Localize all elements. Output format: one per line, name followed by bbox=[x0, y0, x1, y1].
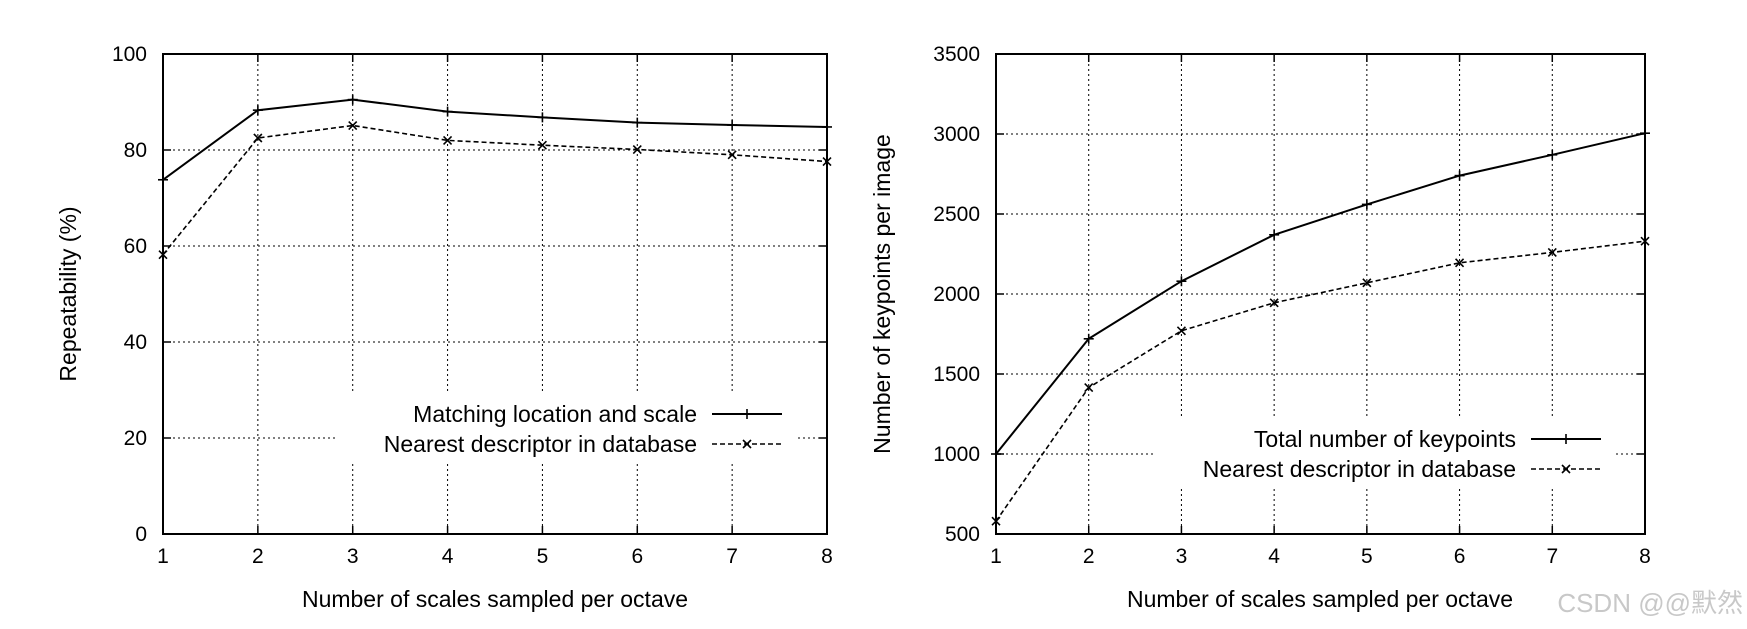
x-tick-label: 6 bbox=[1454, 545, 1466, 568]
legend-label: Total number of keypoints bbox=[1254, 426, 1516, 452]
legend-box bbox=[1156, 417, 1616, 487]
y-axis-label: Number of keypoints per image bbox=[869, 134, 895, 454]
marker-cross bbox=[1269, 298, 1279, 308]
plot-frame bbox=[995, 53, 1646, 535]
plot-frame bbox=[162, 53, 828, 535]
legend-label: Nearest descriptor in database bbox=[384, 431, 697, 457]
x-tick-label: 6 bbox=[631, 545, 643, 568]
x-tick-label: 7 bbox=[726, 545, 738, 568]
y-tick-label: 100 bbox=[112, 43, 147, 66]
y-tick-label: 1500 bbox=[933, 363, 980, 386]
series-line-0 bbox=[162, 98, 828, 181]
x-tick-label: 1 bbox=[990, 545, 1002, 568]
y-tick-label: 40 bbox=[124, 331, 147, 354]
x-tick-label: 8 bbox=[821, 545, 833, 568]
marker-cross bbox=[443, 135, 453, 145]
y-tick-label: 2500 bbox=[933, 203, 980, 226]
x-axis-label: Number of scales sampled per octave bbox=[302, 586, 688, 612]
marker-cross bbox=[348, 120, 358, 131]
marker-cross bbox=[253, 133, 263, 143]
marker-cross bbox=[1561, 464, 1571, 474]
legend-label: Nearest descriptor in database bbox=[1203, 456, 1516, 482]
y-tick-label: 3500 bbox=[933, 43, 980, 66]
series-line-1 bbox=[162, 124, 828, 256]
y-tick-label: 1000 bbox=[933, 443, 980, 466]
y-tick-label: 0 bbox=[135, 523, 147, 546]
watermark: CSDN @@默然 bbox=[1557, 588, 1743, 618]
y-tick-label: 500 bbox=[945, 523, 980, 546]
y-tick-label: 3000 bbox=[933, 123, 980, 146]
marker-cross bbox=[1547, 247, 1557, 257]
series-line-0 bbox=[995, 132, 1646, 455]
legend-box bbox=[337, 392, 797, 462]
x-tick-label: 4 bbox=[1268, 545, 1280, 568]
marker-cross bbox=[632, 144, 642, 155]
y-tick-label: 20 bbox=[124, 427, 147, 450]
x-tick-label: 7 bbox=[1546, 545, 1558, 568]
y-axis-label: Repeatability (%) bbox=[55, 206, 81, 381]
x-tick-label: 8 bbox=[1639, 545, 1651, 568]
y-tick-label: 2000 bbox=[933, 283, 980, 306]
x-tick-label: 3 bbox=[1176, 545, 1188, 568]
y-tick-label: 60 bbox=[124, 235, 147, 258]
legend-label: Matching location and scale bbox=[413, 401, 697, 427]
y-tick-label: 80 bbox=[124, 139, 147, 162]
x-tick-label: 1 bbox=[157, 545, 169, 568]
x-tick-label: 2 bbox=[252, 545, 264, 568]
x-tick-label: 3 bbox=[347, 545, 359, 568]
marker-cross bbox=[1455, 258, 1465, 268]
x-tick-label: 5 bbox=[537, 545, 549, 568]
marker-cross bbox=[727, 150, 737, 160]
marker-cross bbox=[1176, 326, 1186, 336]
marker-cross bbox=[1084, 383, 1094, 393]
x-axis-label: Number of scales sampled per octave bbox=[1127, 586, 1513, 612]
keypoints-chart: 1 2 3 4 5 6 7 8 500 1000 1500 2000 2500 3000 3500 Total… bbox=[869, 43, 1651, 612]
marker-cross bbox=[537, 140, 547, 150]
marker-cross bbox=[742, 439, 752, 449]
x-tick-label: 4 bbox=[442, 545, 454, 568]
marker-cross bbox=[1362, 278, 1372, 288]
x-tick-label: 5 bbox=[1361, 545, 1373, 568]
series-line-1 bbox=[995, 240, 1646, 522]
x-tick-label: 2 bbox=[1083, 545, 1095, 568]
